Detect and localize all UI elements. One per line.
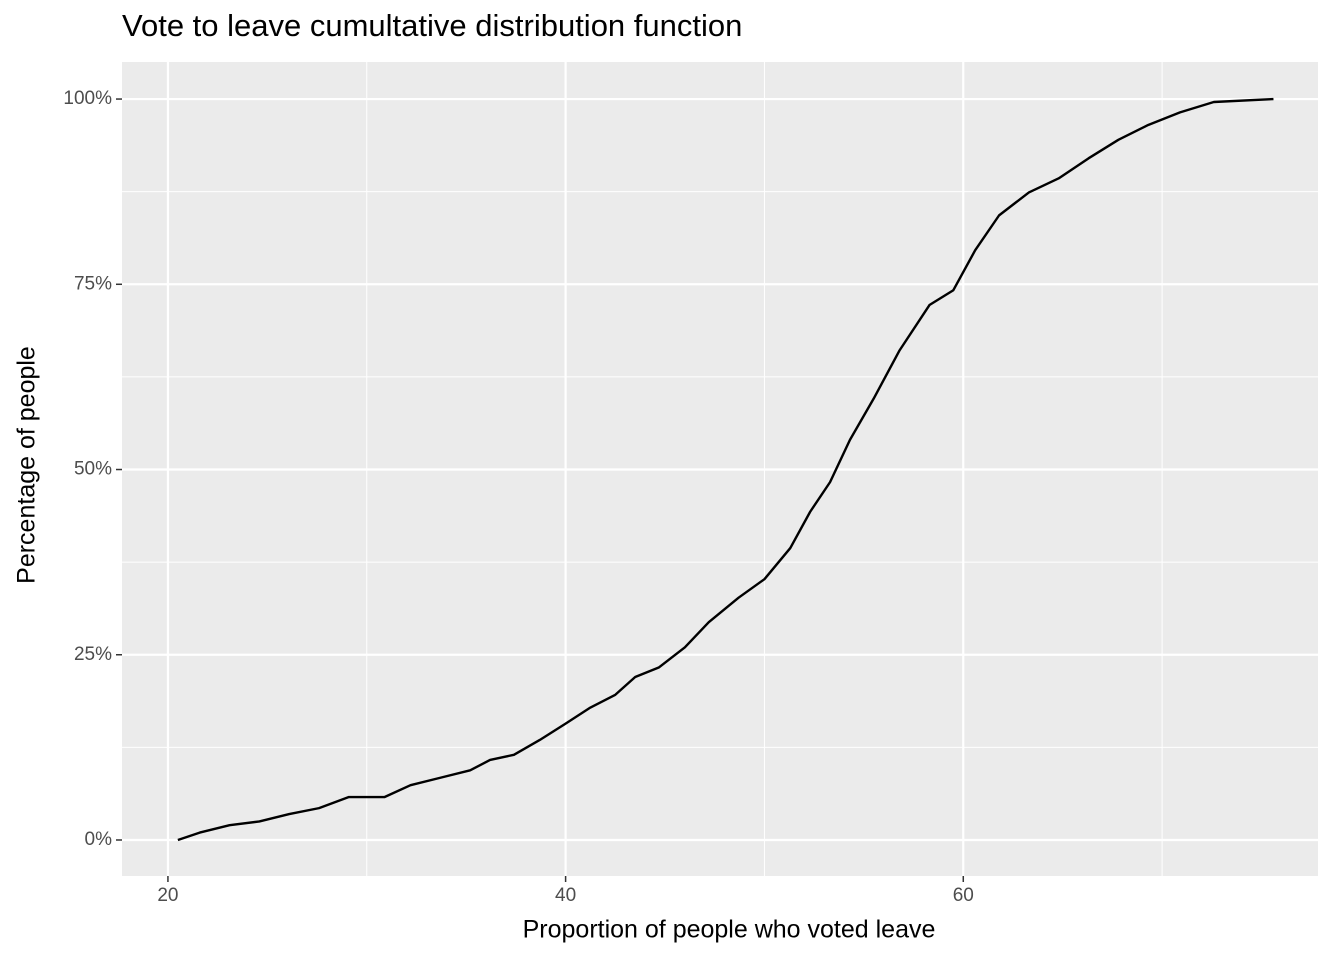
marks [177,97,1274,842]
x-tick-label: 20 [157,885,178,906]
x-axis-title: Proportion of people who voted leave [523,916,936,944]
x-tick-label: 40 [555,885,576,906]
chart-title: Vote to leave cumultative distribution f… [122,8,742,43]
y-tick-label: 50% [74,459,112,480]
y-tick-label: 0% [85,829,113,850]
y-tick-label: 75% [74,273,112,294]
cdf-line [177,97,1274,842]
grid [122,62,1318,876]
y-axis-title: Percentage of people [13,346,41,584]
y-tick-label: 100% [63,88,112,109]
y-tick-label: 25% [74,644,112,665]
x-tick-label: 60 [953,885,974,906]
